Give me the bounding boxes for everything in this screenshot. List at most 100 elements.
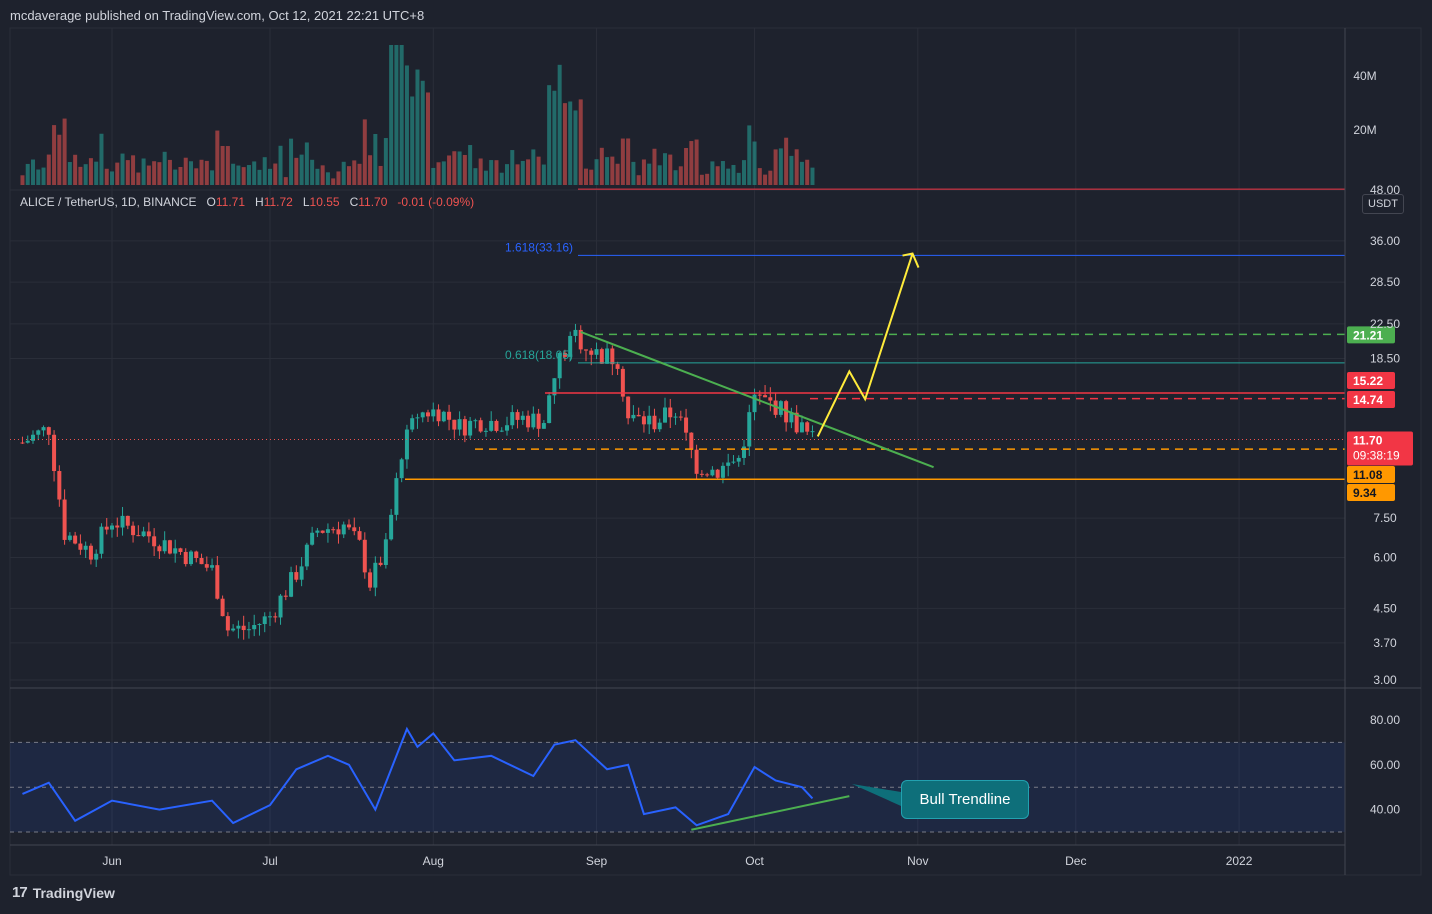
candle-2021-08-17 xyxy=(515,409,520,429)
price-label-11.08: 11.08 xyxy=(1347,466,1395,483)
candle-2021-08-30 xyxy=(584,349,588,362)
currency-badge[interactable]: USDT xyxy=(1362,194,1404,214)
candle-body xyxy=(262,616,267,625)
price-tick-22.50: 22.50 xyxy=(1370,317,1400,331)
volume-bar-2021-07-22 xyxy=(378,165,383,185)
volume-bar-2021-08-03 xyxy=(441,161,446,185)
volume-bar-2021-06-05 xyxy=(131,155,136,185)
candle-2021-08-31 xyxy=(589,348,594,366)
candle-2021-06-27 xyxy=(246,621,251,639)
candle-2021-08-24 xyxy=(552,378,557,404)
descending-trendline xyxy=(580,331,934,469)
candle-2021-07-01 xyxy=(268,611,272,626)
volume-bar-2021-09-16 xyxy=(673,170,678,185)
volume-bar-2021-05-25 xyxy=(73,154,78,185)
volume-bar-2021-09-20 xyxy=(694,139,699,185)
price-label-bg xyxy=(1347,484,1395,501)
candle-2021-06-11 xyxy=(162,531,167,554)
candle-body xyxy=(31,434,35,441)
candle-body xyxy=(146,531,151,537)
candle-body xyxy=(347,524,351,528)
candle-body xyxy=(236,625,241,629)
volume-bar-2021-09-17 xyxy=(678,166,683,185)
volume-bar-2021-05-16 xyxy=(25,163,30,185)
candle-body xyxy=(462,419,467,436)
callout-pointer xyxy=(852,784,901,806)
volume-bar-2021-05-22 xyxy=(57,134,62,185)
candle-2021-07-16 xyxy=(347,519,351,530)
candle-body xyxy=(299,566,304,580)
volume-bar-2021-07-31 xyxy=(426,92,430,185)
candle-2021-10-01 xyxy=(752,388,757,421)
candle-body xyxy=(88,545,93,560)
volume-bar-2021-07-02 xyxy=(273,163,278,185)
rsi-tick-80.00: 80.00 xyxy=(1370,713,1400,727)
candle-body xyxy=(136,535,141,537)
candle-2021-08-02 xyxy=(436,404,441,427)
candle-2021-07-11 xyxy=(320,530,325,534)
candle-2021-09-13 xyxy=(657,418,662,432)
candle-body xyxy=(620,368,625,397)
price-label-bg xyxy=(1347,326,1395,344)
candle-body xyxy=(805,422,810,432)
candle-2021-10-11 xyxy=(805,421,810,435)
volume-bar-2021-09-24 xyxy=(715,166,720,185)
candle-body xyxy=(99,526,104,554)
publish-info: mcdaverage published on TradingView.com,… xyxy=(10,8,425,23)
candle-2021-09-10 xyxy=(641,411,646,433)
candle-2021-09-29 xyxy=(742,439,746,466)
candle-body xyxy=(157,546,162,552)
candle-body xyxy=(520,415,525,420)
candle-body xyxy=(547,395,552,424)
volume-bar-2021-09-29 xyxy=(742,160,746,185)
candle-body xyxy=(584,349,588,351)
candle-2021-07-18 xyxy=(357,526,362,541)
candle-body xyxy=(252,625,257,630)
candle-body xyxy=(541,423,546,429)
candle-2021-06-28 xyxy=(252,614,257,637)
volume-bar-2021-08-08 xyxy=(468,145,473,185)
candle-2021-06-02 xyxy=(115,517,120,537)
low-value: 10.55 xyxy=(309,195,340,209)
volume-bar-2021-07-11 xyxy=(320,165,325,185)
price-label-bg xyxy=(1347,431,1413,466)
volume-bar-2021-06-20 xyxy=(210,170,215,185)
volume-bar-2021-09-13 xyxy=(657,165,662,185)
candle-body xyxy=(747,412,752,447)
volume-bar-2021-08-21 xyxy=(536,156,541,185)
volume-bar-2021-06-13 xyxy=(173,169,178,185)
volume-bar-2021-08-09 xyxy=(473,168,478,185)
rsi-tick-60.00: 60.00 xyxy=(1370,758,1400,772)
volume-bar-2021-10-07 xyxy=(784,137,789,185)
volume-bar-2021-07-17 xyxy=(352,160,357,185)
volume-bar-2021-06-03 xyxy=(120,153,125,185)
volume-bar-2021-07-21 xyxy=(373,133,378,185)
volume-bar-2021-06-07 xyxy=(141,158,146,185)
candle-body xyxy=(726,462,731,466)
candle-body xyxy=(441,411,446,422)
candle-body xyxy=(394,478,399,515)
candle-2021-08-09 xyxy=(473,418,478,429)
volume-bar-2021-07-30 xyxy=(420,80,425,185)
candle-2021-05-18 xyxy=(36,429,41,441)
candle-2021-07-12 xyxy=(325,523,330,543)
candle-2021-10-08 xyxy=(789,407,794,429)
candle-body xyxy=(225,616,230,631)
candle-2021-08-01 xyxy=(431,402,436,422)
candle-body xyxy=(605,348,610,364)
volume-bar-2021-08-25 xyxy=(557,64,562,185)
candle-body xyxy=(589,350,594,355)
candle-body xyxy=(594,349,599,355)
candle-2021-07-09 xyxy=(310,526,315,546)
volume-bar-2021-06-12 xyxy=(167,159,172,185)
candle-body xyxy=(294,572,299,580)
candle-body xyxy=(752,394,757,413)
candle-body xyxy=(194,551,199,559)
candle-body xyxy=(784,401,789,423)
price-label-text: 14.74 xyxy=(1353,393,1383,407)
footer: 17 TradingView xyxy=(12,884,115,901)
volume-bar-2021-07-10 xyxy=(315,168,320,185)
candle-body xyxy=(410,418,415,430)
price-label-14.74: 14.74 xyxy=(1347,391,1395,408)
